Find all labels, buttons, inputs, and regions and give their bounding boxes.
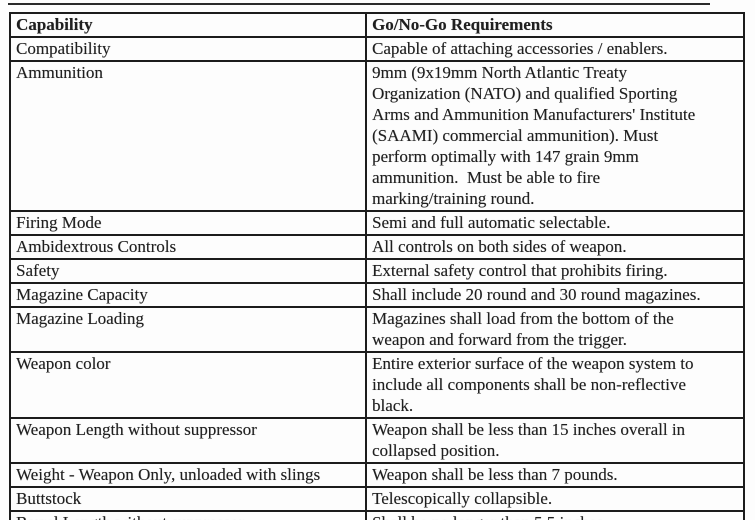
top-rule-line — [8, 3, 710, 5]
requirement-cell: External safety control that prohibits f… — [365, 258, 745, 284]
requirement-cell: Telescopically collapsible. — [365, 486, 745, 512]
table-row: Weapon Length without suppressor Weapon … — [9, 417, 745, 464]
table-row: Buttstock Telescopically collapsible. — [9, 486, 745, 512]
table-head: Capability Go/No-Go Requirements — [9, 12, 745, 38]
table-row: Compatibility Capable of attaching acces… — [9, 36, 745, 62]
requirement-cell: Entire exterior surface of the weapon sy… — [365, 351, 745, 419]
requirements-header: Go/No-Go Requirements — [365, 12, 745, 38]
table-row: Firing Mode Semi and full automatic sele… — [9, 210, 745, 236]
requirement-cell: All controls on both sides of weapon. — [365, 234, 745, 260]
capability-cell: Weapon Length without suppressor — [9, 417, 367, 464]
capability-header: Capability — [9, 12, 367, 38]
capability-cell: Safety — [9, 258, 367, 284]
capability-cell: Firing Mode — [9, 210, 367, 236]
capability-cell: Compatibility — [9, 36, 367, 62]
requirement-cell: Capable of attaching accessories / enabl… — [365, 36, 745, 62]
capability-cell: Ambidextrous Controls — [9, 234, 367, 260]
table-row: Magazine Loading Magazines shall load fr… — [9, 306, 745, 353]
capability-cell: Weight - Weapon Only, unloaded with slin… — [9, 462, 367, 488]
table-row: Safety External safety control that proh… — [9, 258, 745, 284]
requirement-cell: Weapon shall be less than 15 inches over… — [365, 417, 745, 464]
requirement-cell: Shall be no longer than 5.5 inches. — [365, 510, 745, 520]
table-row: Weight - Weapon Only, unloaded with slin… — [9, 462, 745, 488]
table-body: Compatibility Capable of attaching acces… — [9, 36, 745, 520]
table-row: Ammunition 9mm (9x19mm North Atlantic Tr… — [9, 60, 745, 212]
capability-cell: Buttstock — [9, 486, 367, 512]
table-row: Barrel Length without suppressor Shall b… — [9, 510, 745, 520]
capability-cell: Magazine Loading — [9, 306, 367, 353]
requirement-cell: 9mm (9x19mm North Atlantic Treaty Organi… — [365, 60, 745, 212]
table-row: Magazine Capacity Shall include 20 round… — [9, 282, 745, 308]
capability-cell: Barrel Length without suppressor — [9, 510, 367, 520]
requirement-cell: Magazines shall load from the bottom of … — [365, 306, 745, 353]
requirement-cell: Semi and full automatic selectable. — [365, 210, 745, 236]
table-row: Weapon color Entire exterior surface of … — [9, 351, 745, 419]
capability-cell: Ammunition — [9, 60, 367, 212]
header-row: Capability Go/No-Go Requirements — [9, 12, 745, 38]
capability-cell: Magazine Capacity — [9, 282, 367, 308]
capability-cell: Weapon color — [9, 351, 367, 419]
requirements-table: Capability Go/No-Go Requirements Compati… — [9, 12, 745, 520]
table-row: Ambidextrous Controls All controls on bo… — [9, 234, 745, 260]
requirement-cell: Shall include 20 round and 30 round maga… — [365, 282, 745, 308]
requirement-cell: Weapon shall be less than 7 pounds. — [365, 462, 745, 488]
